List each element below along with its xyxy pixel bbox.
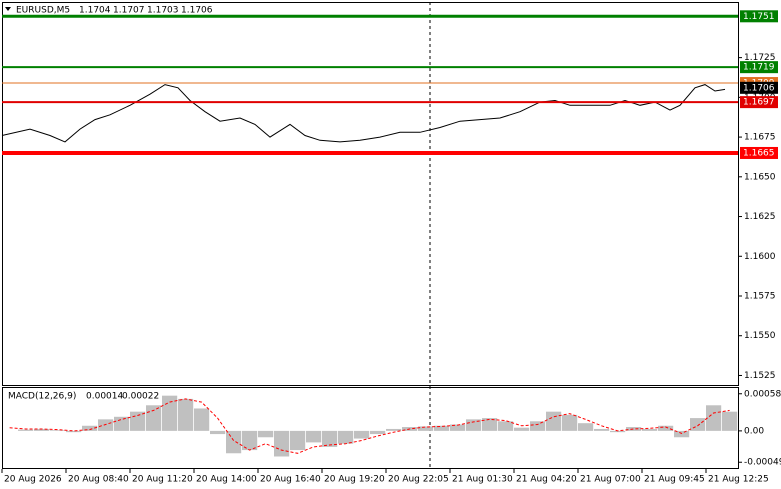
- macd-bar: [658, 425, 674, 431]
- macd-bar: [642, 428, 658, 431]
- x-tick-label: 21 Aug 01:30: [452, 475, 513, 485]
- level-label: 1.1751: [743, 12, 775, 22]
- y-tick-label: 1.1550: [744, 331, 776, 341]
- level-label: 1.1719: [743, 63, 775, 73]
- x-tick-label: 20 Aug 14:00: [196, 475, 257, 485]
- macd-bar: [354, 430, 370, 439]
- macd-bar: [562, 414, 578, 431]
- ohlc-open: 1.1704: [79, 6, 111, 16]
- x-tick-label: 21 Aug 04:20: [516, 475, 577, 485]
- macd-bar: [306, 430, 322, 443]
- macd-bar: [242, 430, 258, 451]
- y-tick-label: 1.1575: [744, 292, 776, 302]
- y-tick-label: 1.1675: [744, 133, 776, 143]
- macd-bar: [114, 416, 130, 431]
- macd-bar: [370, 430, 386, 435]
- macd-bar: [578, 423, 594, 431]
- macd-bar: [594, 428, 610, 431]
- macd-bar: [322, 430, 338, 447]
- macd-title: MACD(12,26,9): [8, 392, 76, 402]
- macd-bar: [146, 405, 162, 431]
- y-tick-label: -0.00049: [744, 458, 781, 468]
- macd-signal: 0.00022: [122, 392, 159, 402]
- x-tick-label: 21 Aug 12:25: [708, 475, 769, 485]
- macd-bar: [690, 418, 706, 431]
- macd-panel: [2, 387, 739, 469]
- x-tick-label: 20 Aug 16:40: [260, 475, 321, 485]
- macd-bar: [706, 405, 722, 431]
- macd-bar: [194, 408, 210, 431]
- macd-bar: [546, 411, 562, 431]
- symbol: EURUSD,M5: [16, 6, 70, 16]
- macd-bar: [66, 430, 82, 433]
- macd-bar: [290, 430, 306, 451]
- macd-bar: [514, 427, 530, 431]
- ohlc-low: 1.1703: [147, 6, 179, 16]
- y-tick-label: 1.1525: [744, 371, 776, 381]
- x-tick-label: 20 Aug 22:05: [388, 475, 449, 485]
- macd-bar: [274, 430, 290, 457]
- macd-bar: [338, 430, 354, 444]
- macd-bar: [50, 430, 66, 431]
- macd-bar: [34, 428, 50, 431]
- macd-bar: [178, 398, 194, 431]
- macd-bar: [674, 430, 690, 438]
- level-label-box: [740, 61, 778, 74]
- macd-bar: [258, 430, 274, 438]
- macd-bar: [386, 428, 402, 431]
- macd-bar: [226, 430, 242, 454]
- macd-bar: [626, 427, 642, 431]
- price-line: [1, 84, 726, 143]
- macd-bar: [210, 430, 226, 435]
- y-tick-label: 1.1650: [744, 172, 776, 182]
- level-label: 1.1706: [743, 83, 775, 93]
- macd-bar: [130, 411, 146, 431]
- macd-bar: [434, 425, 450, 431]
- menu-arrow: [5, 7, 11, 11]
- macd-bar: [98, 419, 114, 431]
- macd-bar: [482, 418, 498, 431]
- price-panel: [2, 2, 739, 386]
- macd-bar: [450, 424, 466, 431]
- level-label-box: [740, 10, 778, 23]
- level-label-box: [740, 96, 778, 109]
- x-tick-label: 21 Aug 09:45: [644, 475, 705, 485]
- y-tick-label: 1.1725: [744, 53, 776, 63]
- level-label-box: [740, 146, 778, 159]
- level-label: 1.1697: [743, 98, 775, 108]
- level-label-box: [740, 81, 778, 94]
- signal-line: [9, 398, 730, 454]
- macd-bar: [466, 419, 482, 431]
- macd-bar: [418, 426, 434, 431]
- ohlc-close: 1.1706: [181, 6, 213, 16]
- y-tick-label: 0.00: [744, 426, 764, 436]
- x-tick-label: 20 Aug 11:20: [132, 475, 193, 485]
- macd-bar: [82, 425, 98, 431]
- macd-bar: [18, 429, 34, 431]
- macd-bar: [498, 421, 514, 431]
- x-tick-label: 20 Aug 08:40: [68, 475, 129, 485]
- macd-main: 0.00014: [86, 392, 123, 402]
- y-tick-label: 0.00058: [744, 389, 781, 399]
- x-tick-label: 20 Aug 2026: [4, 475, 62, 485]
- macd-bar: [722, 411, 738, 431]
- macd-bar: [610, 430, 626, 433]
- macd-bar: [530, 421, 546, 431]
- level-label: 1.1665: [743, 148, 775, 158]
- x-tick-label: 21 Aug 07:00: [580, 475, 641, 485]
- y-tick-label: 1.1600: [744, 252, 776, 262]
- y-tick-label: 1.1625: [744, 212, 776, 222]
- ohlc-high: 1.1707: [113, 6, 145, 16]
- x-tick-label: 20 Aug 19:20: [324, 475, 385, 485]
